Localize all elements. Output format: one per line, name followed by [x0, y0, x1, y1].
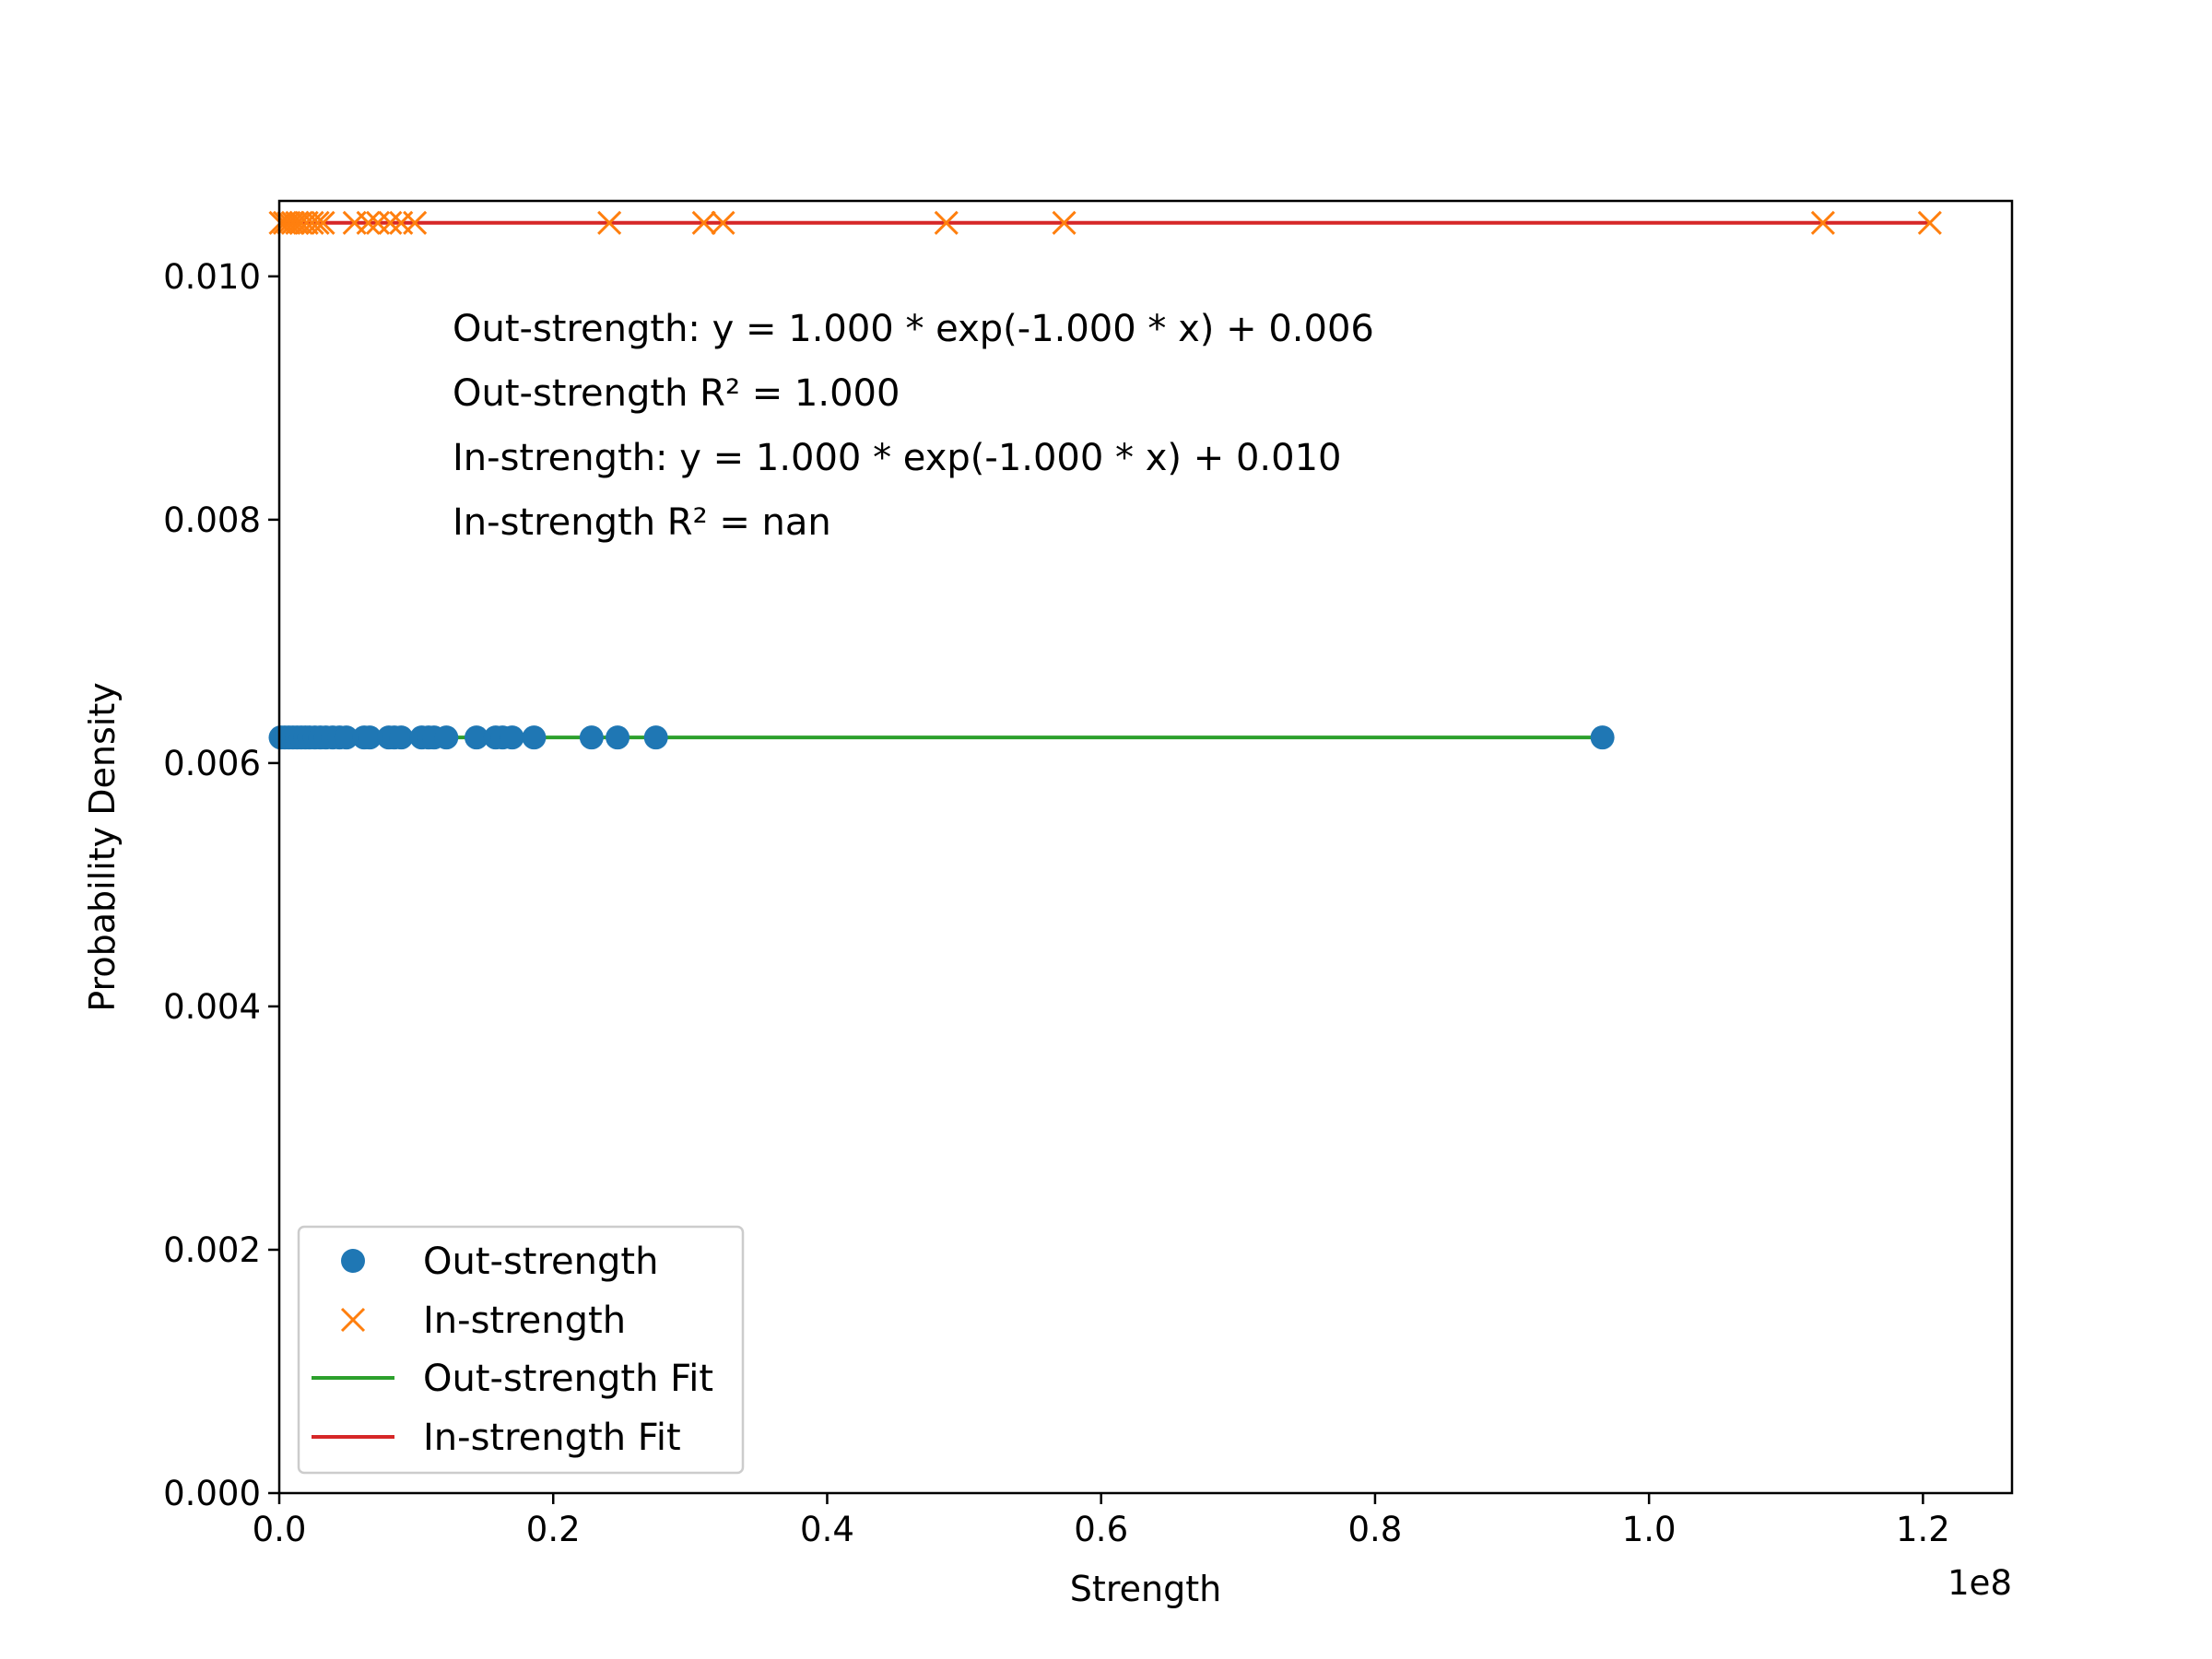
- out-strength-point: [643, 725, 668, 750]
- legend-box: [297, 1225, 745, 1475]
- fit-annotations: Out-strength: y = 1.000 * exp(-1.000 * x…: [453, 308, 1374, 544]
- legend-label-in-strength-fit: In-strength Fit: [423, 1417, 681, 1459]
- annotation-in-r2: In-strength R² = nan: [453, 501, 831, 544]
- x-offset-label: 1e8: [1947, 1563, 2012, 1603]
- x-tick-label: 1.0: [1622, 1510, 1677, 1549]
- out-strength-point: [606, 725, 630, 750]
- in-strength-point: [300, 210, 324, 235]
- legend-marker-out-strength: [341, 1249, 365, 1273]
- plot-frame: [277, 199, 2014, 1495]
- out-strength-point: [579, 725, 604, 750]
- out-strength-point: [358, 725, 382, 750]
- in-strength-point: [378, 210, 403, 235]
- legend-marker-in-strength: [340, 1307, 366, 1333]
- out-strength-point: [334, 725, 359, 750]
- x-tick-label: 0.4: [800, 1510, 854, 1549]
- legend-label-out-strength-fit: Out-strength Fit: [423, 1358, 713, 1400]
- axis-ticks: 0.0 0.2 0.4 0.6 0.8 1.0 1.2 0.000 0.002 0.004 0.00…: [163, 257, 1950, 1549]
- x-tick-label: 0.6: [1074, 1510, 1128, 1549]
- annotation-in-fit: In-strength: y = 1.000 * exp(-1.000 * x)…: [453, 437, 1342, 479]
- y-tick-label: 0.008: [163, 500, 261, 540]
- out-strength-point: [465, 725, 489, 750]
- x-tick-label: 0.0: [253, 1510, 307, 1549]
- y-axis-label: Probability Density: [82, 682, 123, 1011]
- x-tick-label: 1.2: [1896, 1510, 1950, 1549]
- y-tick-label: 0.002: [163, 1230, 261, 1270]
- data-markers: [268, 210, 1942, 750]
- in-strength-point: [356, 210, 381, 235]
- y-tick-label: 0.000: [163, 1474, 261, 1513]
- out-strength-point: [522, 725, 547, 750]
- legend-label-out-strength: Out-strength: [423, 1241, 658, 1283]
- out-strength-point: [500, 725, 524, 750]
- in-strength-point: [597, 210, 622, 235]
- in-strength-point: [276, 210, 301, 235]
- in-strength-point: [1052, 210, 1077, 235]
- x-axis-label: Strength: [1070, 1569, 1221, 1609]
- x-tick-label: 0.2: [526, 1510, 581, 1549]
- in-strength-point: [403, 210, 428, 235]
- legend: Out-strength In-strength Out-strength Fi…: [297, 1225, 745, 1475]
- in-strength-point: [365, 210, 391, 235]
- in-strength-point: [1810, 210, 1835, 235]
- annotation-out-r2: Out-strength R² = 1.000: [453, 372, 900, 415]
- y-tick-label: 0.004: [163, 987, 261, 1027]
- in-strength-point: [691, 210, 716, 235]
- in-strength-point: [934, 210, 959, 235]
- in-strength-point: [1917, 210, 1942, 235]
- out-strength-point: [1590, 725, 1615, 750]
- y-tick-label: 0.006: [163, 744, 261, 783]
- x-tick-label: 0.8: [1348, 1510, 1403, 1549]
- in-strength-point: [711, 210, 735, 235]
- annotation-out-fit: Out-strength: y = 1.000 * exp(-1.000 * x…: [453, 308, 1374, 350]
- legend-label-in-strength: In-strength: [423, 1300, 626, 1342]
- in-strength-point: [311, 210, 335, 235]
- y-tick-label: 0.010: [163, 257, 261, 297]
- out-strength-point: [389, 725, 414, 750]
- out-strength-point: [434, 725, 459, 750]
- in-strength-point: [305, 210, 330, 235]
